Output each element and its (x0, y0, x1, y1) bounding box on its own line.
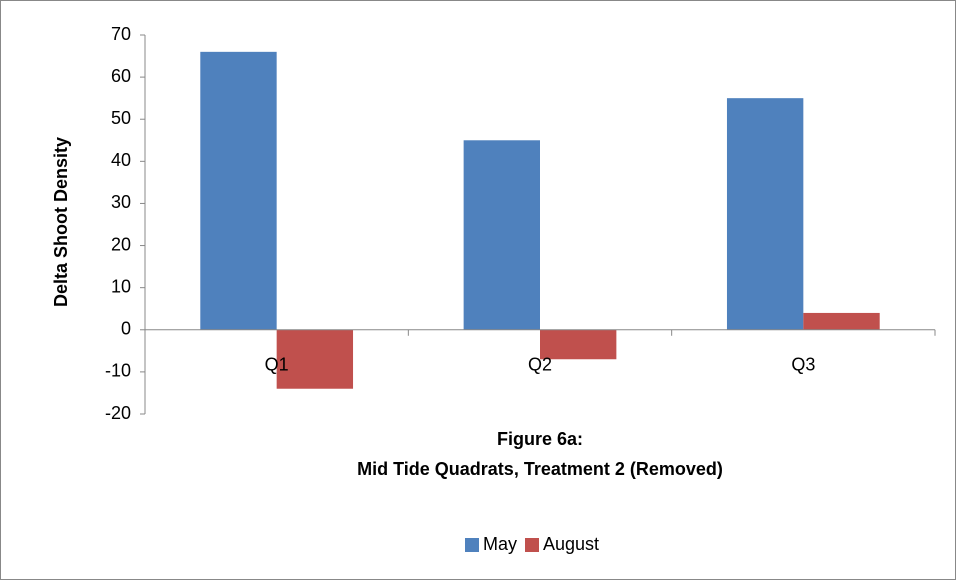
y-tick-label: 0 (121, 319, 131, 339)
y-tick-label: 70 (111, 24, 131, 44)
y-tick-label: 40 (111, 150, 131, 170)
bar (200, 51, 277, 330)
legend-swatch (465, 538, 479, 552)
chart-title: Figure 6a: (497, 429, 583, 449)
bar (803, 312, 880, 330)
y-axis-title: Delta Shoot Density (51, 137, 71, 307)
bar (726, 98, 804, 330)
bar (463, 140, 540, 330)
legend-label: May (483, 534, 517, 554)
y-tick-label: 30 (111, 192, 131, 212)
y-tick-label: 50 (111, 108, 131, 128)
y-tick-label: 60 (111, 66, 131, 86)
y-tick-label: 20 (111, 234, 131, 254)
x-tick-label: Q2 (528, 355, 552, 375)
bar (540, 329, 617, 360)
chart-subtitle: Mid Tide Quadrats, Treatment 2 (Removed) (357, 459, 723, 479)
y-tick-label: 10 (111, 276, 131, 296)
x-tick-label: Q1 (265, 355, 289, 375)
y-tick-label: -20 (105, 403, 131, 423)
legend-swatch (525, 538, 539, 552)
y-tick-label: -10 (105, 361, 131, 381)
bar (276, 329, 354, 389)
legend-label: August (543, 534, 599, 554)
x-tick-label: Q3 (791, 355, 815, 375)
